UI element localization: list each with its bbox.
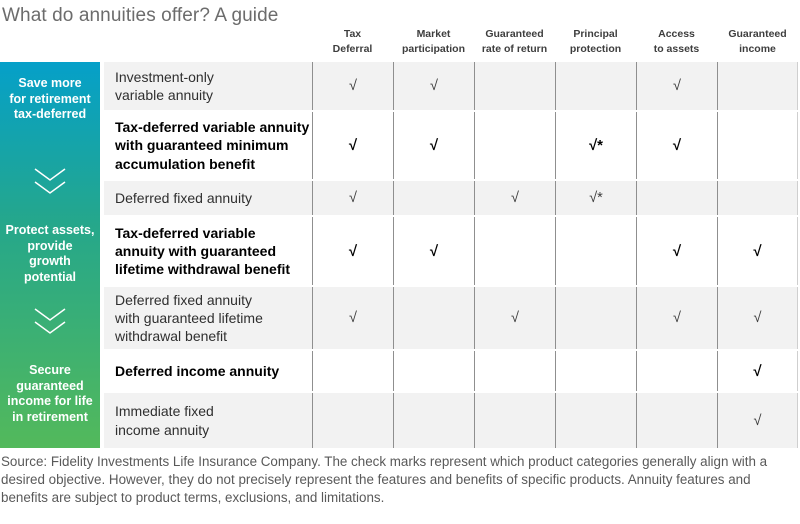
check-cell: √* (555, 181, 636, 215)
check-cell (474, 62, 555, 110)
check-cell: √ (474, 181, 555, 215)
check-cell (717, 112, 798, 179)
check-cell: √ (717, 393, 798, 448)
product-table: Investment-only variable annuity √ √ √ T… (104, 62, 798, 450)
product-name: Tax-deferred variable annuity with guara… (115, 119, 310, 172)
check-cell (312, 351, 393, 391)
double-chevron-down-icon (34, 308, 66, 334)
check-cell (555, 62, 636, 110)
check-cell: √ (312, 217, 393, 285)
check-cell: √* (555, 112, 636, 179)
table-row: Deferred fixed annuity √ √ √* (104, 181, 798, 215)
page-title: What do annuities offer? A guide (2, 5, 279, 26)
check-cell: √ (474, 287, 555, 349)
double-chevron-down-icon (34, 168, 66, 194)
table-row: Investment-only variable annuity √ √ √ (104, 62, 798, 110)
objective-label: Save more for retirement tax-deferred (9, 76, 91, 122)
column-header-market-participation: Market participation (401, 27, 465, 55)
check-cell (474, 217, 555, 285)
check-cell (717, 181, 798, 215)
column-header-guaranteed-income: Guaranteed income (728, 27, 787, 55)
objective-label: Protect assets, provide growth potential (5, 223, 95, 284)
check-cell: √ (312, 287, 393, 349)
check-cell (474, 393, 555, 448)
check-cell (555, 217, 636, 285)
product-name: Deferred fixed annuity with guaranteed l… (115, 291, 263, 345)
table-row: Tax-deferred variable annuity with guara… (104, 217, 798, 285)
product-name: Deferred income annuity (115, 362, 280, 379)
table-row: Immediate fixed income annuity √ (104, 393, 798, 448)
column-header-access-to-assets: Access to assets (653, 27, 700, 55)
source-footnote: Source: Fidelity Investments Life Insura… (1, 454, 768, 505)
table-row: Tax-deferred variable annuity with guara… (104, 112, 798, 179)
product-name: Investment-only variable annuity (115, 68, 214, 103)
objective-label: Secure guaranteed income for life in ret… (7, 363, 93, 424)
check-cell: √ (636, 62, 717, 110)
column-headers: Tax Deferral Market participation Guaran… (312, 24, 798, 62)
check-cell (393, 393, 474, 448)
check-cell: √ (717, 287, 798, 349)
table-row: Deferred fixed annuity with guaranteed l… (104, 287, 798, 349)
check-cell (636, 351, 717, 391)
check-cell (393, 287, 474, 349)
check-cell (312, 393, 393, 448)
check-cell (555, 351, 636, 391)
objective-secure-income: Secure guaranteed income for life in ret… (0, 351, 100, 448)
check-cell (393, 351, 474, 391)
check-cell (555, 393, 636, 448)
check-cell (636, 393, 717, 448)
check-cell: √ (312, 62, 393, 110)
check-cell: √ (312, 112, 393, 179)
column-header-guaranteed-rate: Guaranteed rate of return (481, 27, 548, 55)
check-cell: √ (393, 112, 474, 179)
product-name: Immediate fixed income annuity (115, 403, 214, 438)
check-cell: √ (717, 351, 798, 391)
objective-protect-assets: Protect assets, provide growth potential (0, 217, 100, 351)
objective-save-more: Save more for retirement tax-deferred (0, 62, 100, 217)
table-row: Deferred income annuity √ (104, 351, 798, 391)
check-cell: √ (312, 181, 393, 215)
check-cell: √ (636, 112, 717, 179)
product-name: Deferred fixed annuity (115, 189, 252, 206)
check-cell: √ (393, 62, 474, 110)
product-name: Tax-deferred variable annuity with guara… (115, 224, 291, 278)
column-header-tax-deferral: Tax Deferral (332, 27, 373, 55)
check-cell (555, 287, 636, 349)
check-cell (474, 351, 555, 391)
check-cell: √ (717, 217, 798, 285)
check-cell (393, 181, 474, 215)
check-cell: √ (636, 217, 717, 285)
objectives-sidebar: Save more for retirement tax-deferred Pr… (0, 62, 100, 448)
check-cell (717, 62, 798, 110)
column-header-principal-protection: Principal protection (569, 27, 622, 55)
check-cell: √ (393, 217, 474, 285)
check-cell (636, 181, 717, 215)
check-cell: √ (636, 287, 717, 349)
check-cell (474, 112, 555, 179)
